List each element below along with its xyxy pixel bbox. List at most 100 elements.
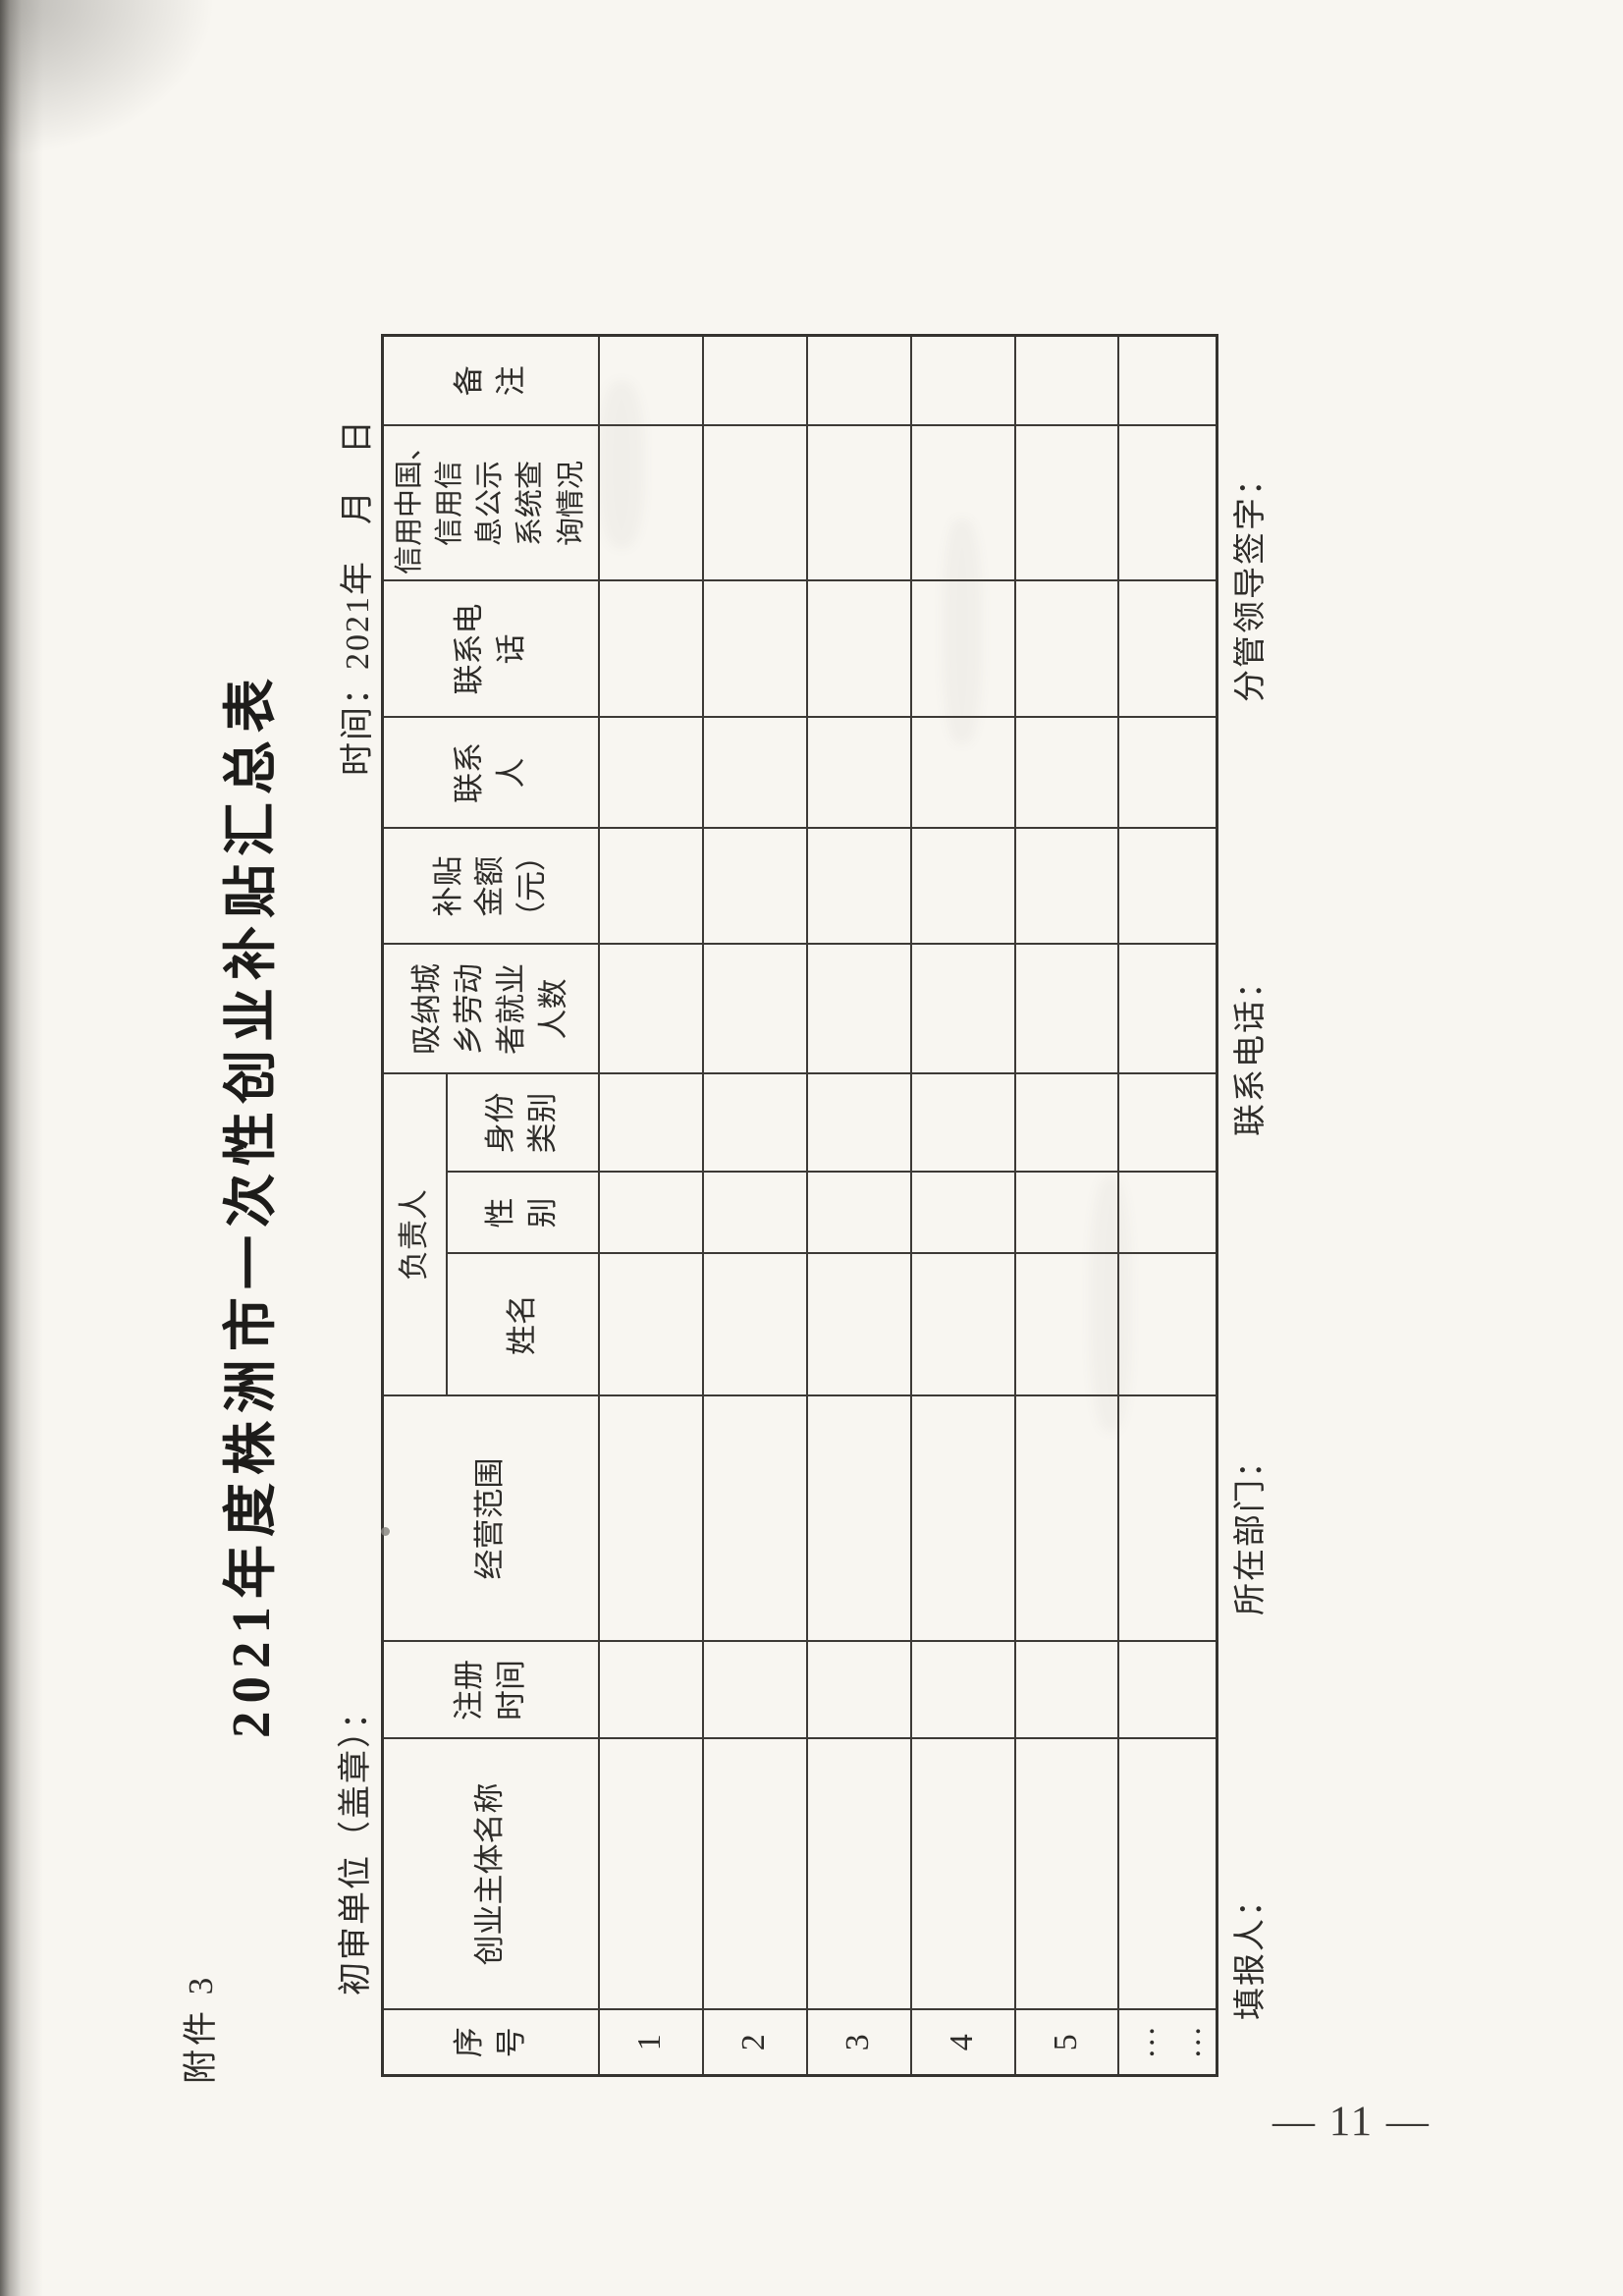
row-number-cell: 5 — [1014, 2009, 1118, 2076]
col-header-reg-time: 注册 时间 — [382, 1641, 599, 1739]
empty-cell — [598, 717, 703, 829]
empty-cell — [598, 1073, 703, 1173]
empty-cell — [806, 1395, 911, 1642]
empty-cell — [598, 580, 703, 718]
row-number-cell: 3 — [806, 2009, 911, 2076]
footer-label-department: 所在部门： — [1233, 1444, 1269, 1615]
empty-cell — [806, 335, 911, 426]
empty-cell — [702, 1253, 807, 1396]
empty-cell — [806, 1172, 911, 1254]
empty-cell — [910, 944, 1015, 1074]
col-header-contact-phone: 联系电 话 — [382, 580, 599, 718]
empty-cell — [1014, 717, 1118, 829]
review-unit-line: 初审单位（盖章）： — [338, 1694, 374, 1995]
empty-cell — [598, 1641, 703, 1739]
empty-cell — [1117, 828, 1217, 945]
col-header-business-scope: 经营范围 — [382, 1395, 599, 1642]
empty-cell — [1014, 425, 1118, 581]
empty-cell — [598, 1253, 703, 1396]
col-header-contact-person: 联系 人 — [382, 717, 599, 829]
empty-cell — [910, 1073, 1015, 1173]
showthrough-smudge — [599, 381, 644, 548]
empty-cell — [1014, 1073, 1118, 1173]
empty-cell — [1014, 828, 1118, 945]
footer-label-preparer: 填报人： — [1233, 1883, 1269, 2020]
row-number-cell: 4 — [910, 2009, 1015, 2076]
empty-cell — [1117, 580, 1217, 718]
table-row: 3 — [806, 335, 911, 2076]
table-row: 2 — [702, 335, 807, 2076]
empty-cell — [598, 944, 703, 1074]
empty-cell — [806, 944, 911, 1074]
footer-label-contact-phone: 联系电话： — [1233, 964, 1269, 1136]
col-header-name: 姓名 — [446, 1253, 599, 1396]
table-row: … … — [1117, 335, 1217, 2076]
empty-cell — [806, 1253, 911, 1396]
empty-cell — [598, 828, 703, 945]
empty-cell — [806, 425, 911, 581]
col-header-employed-workers: 吸纳城 乡劳动 者就业 人数 — [382, 944, 599, 1074]
empty-cell — [1014, 335, 1118, 426]
col-header-seq: 序 号 — [382, 2009, 599, 2076]
row-number-cell: 1 — [598, 2009, 703, 2076]
empty-cell — [1117, 1738, 1217, 2010]
summary-table: 序 号 创业主体名称 注册 时间 经营范围 负责人 吸纳城 乡劳动 者就业 人数… — [381, 333, 1218, 2077]
empty-cell — [598, 1172, 703, 1254]
empty-cell — [910, 335, 1015, 426]
empty-cell — [702, 425, 807, 581]
empty-cell — [1014, 1395, 1118, 1642]
empty-cell — [806, 717, 911, 829]
col-header-subsidy-amount: 补贴 金额 （元） — [382, 828, 599, 945]
col-header-person-in-charge: 负责人 — [382, 1073, 447, 1396]
showthrough-smudge — [943, 519, 982, 744]
empty-cell — [806, 828, 911, 945]
empty-cell — [1014, 944, 1118, 1074]
col-header-gender: 性 别 — [446, 1172, 599, 1254]
empty-cell — [910, 1738, 1015, 2010]
empty-cell — [1117, 1641, 1217, 1739]
table-row: 1 — [598, 335, 703, 2076]
page-title: 2021年度株洲市一次性创业补贴汇总表 — [221, 670, 281, 1738]
empty-cell — [702, 1641, 807, 1739]
col-header-credit-check: 信用中国、 信用信 息公示 系统查 询情况 — [382, 425, 599, 581]
col-header-identity-type: 身份 类别 — [446, 1073, 599, 1173]
empty-cell — [702, 828, 807, 945]
empty-cell — [598, 1738, 703, 2010]
empty-cell — [702, 335, 807, 426]
empty-cell — [910, 1395, 1015, 1642]
col-header-remarks: 备 注 — [382, 335, 599, 426]
empty-cell — [1117, 717, 1217, 829]
empty-cell — [1117, 1395, 1217, 1642]
empty-cell — [702, 1172, 807, 1254]
empty-cell — [1014, 580, 1118, 718]
footer-label-leader-signature: 分管领导签字： — [1233, 462, 1269, 702]
row-number-cell: … … — [1117, 2009, 1217, 2076]
empty-cell — [702, 1395, 807, 1642]
empty-cell — [806, 1738, 911, 2010]
empty-cell — [806, 580, 911, 718]
ink-dot-artifact — [381, 1527, 390, 1536]
empty-cell — [702, 1738, 807, 2010]
empty-cell — [910, 1172, 1015, 1254]
scan-edge-shadow — [0, 0, 45, 2296]
showthrough-smudge — [1090, 1176, 1131, 1432]
empty-cell — [702, 717, 807, 829]
empty-cell — [910, 828, 1015, 945]
empty-cell — [1117, 944, 1217, 1074]
empty-cell — [598, 1395, 703, 1642]
empty-cell — [702, 944, 807, 1074]
empty-cell — [1117, 1172, 1217, 1254]
empty-cell — [1117, 425, 1217, 581]
empty-cell — [806, 1073, 911, 1173]
empty-cell — [1014, 1738, 1118, 2010]
attachment-label: 附件 3 — [182, 1973, 220, 2084]
empty-cell — [910, 1641, 1015, 1739]
page-number: — 11 — — [1272, 2099, 1431, 2145]
empty-cell — [910, 1253, 1015, 1396]
row-number-cell: 2 — [702, 2009, 807, 2076]
empty-cell — [1117, 1253, 1217, 1396]
col-header-entity-name: 创业主体名称 — [382, 1738, 599, 2010]
empty-cell — [806, 1641, 911, 1739]
